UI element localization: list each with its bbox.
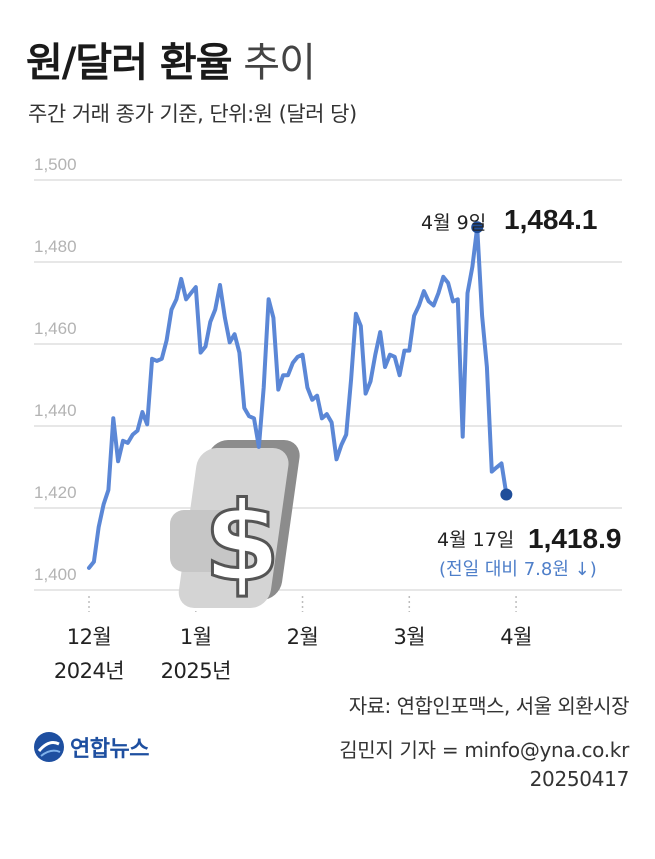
y-tick-label: 1,460 (34, 319, 77, 338)
x-tick-label: 4월 (500, 625, 532, 649)
x-axis: 12월 2024년 1월 2025년 2월 3월 4월 (54, 596, 532, 683)
markers-layer (471, 221, 513, 501)
y-tick-label: 1,500 (34, 155, 77, 174)
reporter-line: 김민지 기자 = minfo@yna.co.kr (339, 738, 629, 762)
x-tick-label: 3월 (393, 625, 425, 649)
last-annotation-change: (전일 대비 7.8원 ↓) (439, 559, 597, 580)
y-tick-label: 1,400 (34, 565, 77, 584)
yonhap-logo: 연합뉴스 (32, 730, 149, 764)
last-annotation-value: 1,418.9 (528, 523, 621, 554)
x-tick-year-label: 2025년 (161, 659, 231, 683)
dollar-icon: $ (170, 440, 300, 608)
chart-title: 원/달러 환율 추이 (26, 30, 316, 88)
grid-lines (34, 179, 622, 591)
chart-subtitle: 주간 거래 종가 기준, 단위:원 (달러 당) (28, 102, 357, 126)
x-tick-label: 1월 (180, 625, 212, 649)
source-note: 자료: 연합인포맥스, 서울 외환시장 (348, 694, 630, 718)
title-main: 원/달러 환율 (26, 40, 233, 86)
last-annotation-label: 4월 17일 (437, 529, 514, 551)
x-tick-label: 12월 (67, 625, 112, 649)
logo-text: 연합뉴스 (70, 737, 149, 762)
x-tick-year-label: 2024년 (54, 659, 124, 683)
series-layer (87, 225, 509, 570)
logo-icon (34, 732, 64, 762)
y-tick-label: 1,440 (34, 401, 77, 420)
high-marker (471, 221, 484, 234)
credit-block: 김민지 기자 = minfo@yna.co.kr 20250417 (339, 736, 629, 794)
title-sub: 추이 (243, 40, 316, 86)
last-marker (500, 488, 513, 501)
high-annotation-label: 4월 9일 (421, 212, 486, 234)
x-tick-label: 2월 (287, 625, 319, 649)
y-tick-label: 1,480 (34, 237, 77, 256)
y-axis: 1,400 1,420 1,440 1,460 1,480 1,500 (34, 155, 77, 584)
svg-text:$: $ (204, 478, 281, 606)
series-line (87, 225, 509, 570)
high-annotation-value: 1,484.1 (504, 204, 597, 235)
date-line: 20250417 (529, 767, 630, 791)
y-tick-label: 1,420 (34, 483, 77, 502)
